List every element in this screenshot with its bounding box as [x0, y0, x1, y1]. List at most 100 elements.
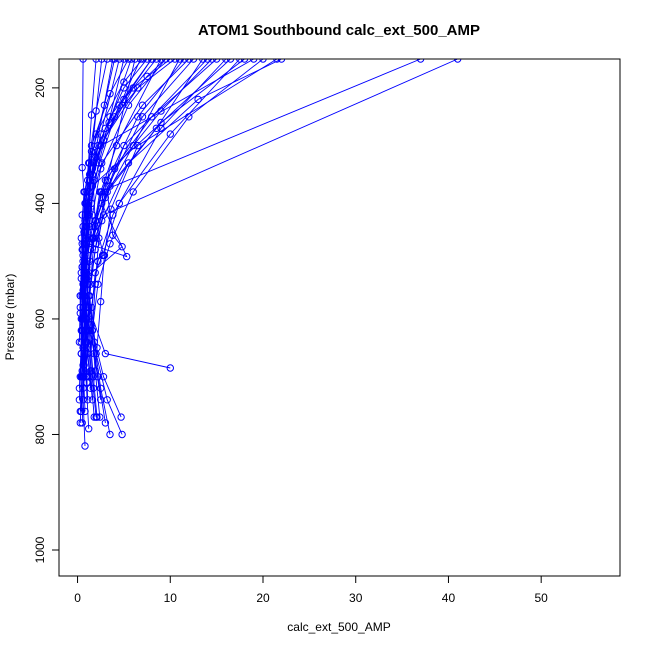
data-point	[78, 419, 86, 427]
data-point	[92, 59, 100, 63]
data-point	[152, 124, 161, 133]
series-line	[82, 59, 458, 389]
data-point	[101, 419, 110, 427]
data-point	[120, 59, 128, 63]
data-point	[96, 413, 104, 421]
data-point	[123, 252, 131, 261]
data-point	[138, 59, 147, 63]
data-point	[85, 373, 94, 381]
data-point	[131, 59, 139, 63]
data-point	[106, 240, 114, 248]
series-line	[85, 59, 162, 377]
y-axis-label: Pressure (mbar)	[3, 274, 17, 361]
data-point	[99, 373, 108, 381]
y-tick-label: 400	[33, 193, 47, 213]
data-point	[454, 59, 462, 63]
data-point	[129, 188, 137, 196]
data-point	[81, 407, 89, 416]
data-point	[88, 326, 97, 335]
x-tick-label: 50	[535, 591, 549, 605]
data-point	[85, 425, 93, 433]
data-point	[171, 59, 179, 63]
data-point	[103, 176, 111, 185]
y-tick-label: 200	[33, 78, 47, 98]
data-point	[87, 111, 96, 119]
data-point	[101, 124, 110, 133]
data-point	[157, 59, 165, 63]
data-point	[127, 59, 135, 63]
chart-title: ATOM1 Southbound calc_ext_500_AMP	[198, 22, 480, 39]
data-point	[120, 141, 128, 150]
data-point	[136, 59, 145, 63]
data-point	[79, 303, 87, 312]
data-point	[166, 364, 175, 372]
y-tick-label: 600	[33, 309, 47, 329]
data-point	[118, 243, 126, 251]
x-tick-label: 30	[349, 591, 363, 605]
series-line	[80, 59, 132, 354]
data-point	[80, 373, 88, 381]
data-point	[259, 59, 267, 63]
data-point	[185, 59, 193, 63]
data-point	[166, 59, 174, 63]
data-point	[161, 59, 170, 63]
data-point	[90, 234, 98, 242]
data-point	[124, 59, 133, 63]
data-point	[84, 396, 92, 404]
data-point	[78, 163, 86, 172]
data-point	[81, 199, 89, 208]
data-point	[88, 170, 97, 179]
series-line	[92, 59, 278, 389]
data-point	[94, 280, 102, 288]
data-point	[98, 59, 106, 63]
data-point	[91, 280, 99, 288]
data-point	[129, 84, 137, 92]
data-point	[134, 141, 142, 150]
x-axis-label: calc_ext_500_AMP	[287, 620, 390, 634]
y-tick-label: 1000	[33, 536, 47, 563]
series-37	[77, 59, 135, 358]
y-tick-label: 800	[33, 424, 47, 444]
data-point	[86, 280, 95, 288]
data-point	[115, 59, 123, 63]
data-point	[100, 101, 109, 109]
data-point	[199, 59, 207, 63]
data-point	[97, 188, 105, 196]
data-point	[89, 384, 98, 392]
data-point	[79, 280, 87, 288]
x-tick-label: 0	[74, 591, 81, 605]
data-point	[76, 419, 85, 427]
data-point	[226, 59, 235, 63]
data-point	[180, 59, 188, 63]
data-point	[273, 59, 281, 63]
data-point	[88, 211, 97, 219]
data-point	[250, 59, 258, 63]
data-point	[138, 101, 147, 109]
data-point	[84, 211, 92, 219]
data-point	[118, 430, 126, 439]
data-point	[143, 72, 151, 81]
y-axis: 200 400 600 800 1000	[33, 78, 60, 563]
x-tick-label: 10	[164, 591, 178, 605]
data-point	[143, 59, 151, 63]
data-point	[203, 59, 212, 63]
data-point	[110, 59, 119, 63]
series-38	[85, 59, 212, 381]
data-point	[101, 349, 110, 358]
series-39	[89, 59, 281, 392]
x-tick-label: 20	[256, 591, 270, 605]
data-point	[152, 59, 161, 63]
data-point	[100, 251, 109, 260]
data-point	[240, 59, 249, 63]
data-point	[189, 59, 198, 63]
data-point	[138, 113, 147, 121]
series-layer	[75, 59, 462, 450]
data-point	[208, 59, 216, 63]
data-point	[112, 141, 121, 150]
data-point	[416, 59, 425, 63]
data-point	[166, 130, 175, 138]
data-point	[117, 413, 125, 421]
series-24	[78, 59, 425, 381]
data-point	[97, 396, 105, 404]
